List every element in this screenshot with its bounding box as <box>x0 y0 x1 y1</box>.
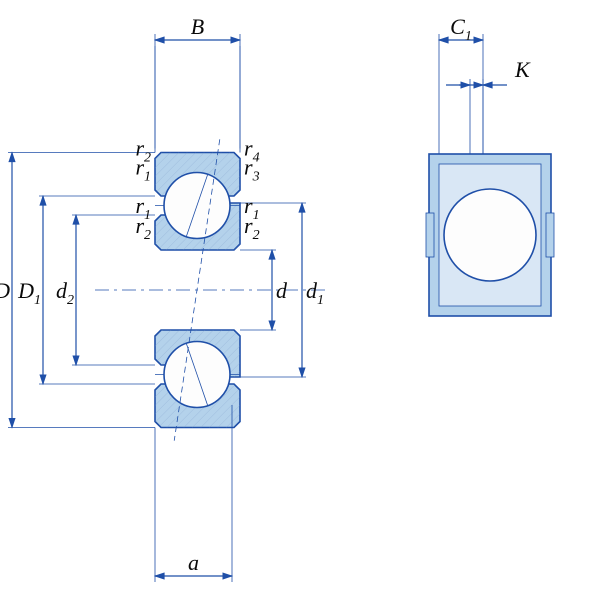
svg-text:d2: d2 <box>56 278 74 308</box>
svg-text:D1: D1 <box>17 278 41 308</box>
svg-text:d: d <box>276 278 288 303</box>
svg-text:D: D <box>0 278 10 303</box>
svg-text:K: K <box>514 57 531 82</box>
right-face-view <box>426 34 554 316</box>
left-cross-section <box>95 139 330 440</box>
bearing-diagram: BDD1d2dd1ar2r4r1r3r1r1r2r2C1K <box>0 0 600 600</box>
svg-text:a: a <box>188 550 199 575</box>
svg-text:d1: d1 <box>306 278 324 308</box>
svg-text:B: B <box>191 14 204 39</box>
ball-face <box>444 189 536 281</box>
